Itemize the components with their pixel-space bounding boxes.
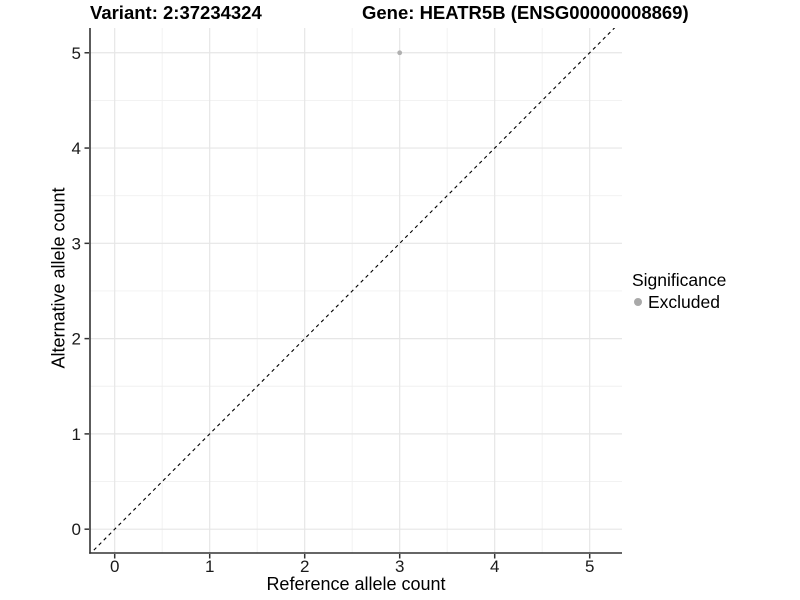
svg-text:5: 5 [585, 557, 594, 576]
legend-title: Significance [632, 270, 727, 290]
y-axis-title: Alternative allele count [48, 187, 69, 369]
x-axis-title: Reference allele count [266, 574, 446, 594]
legend-key-dot-icon [634, 298, 642, 306]
identity-line [90, 28, 616, 553]
gridlines-minor [90, 28, 622, 553]
gridlines-major [90, 28, 622, 553]
plot-title-gene: Gene: HEATR5B (ENSG00000008869) [362, 2, 689, 23]
legend-item-label: Excluded [648, 292, 720, 312]
svg-text:4: 4 [490, 557, 499, 576]
svg-text:5: 5 [72, 44, 81, 63]
legend: Significance Excluded [632, 270, 726, 312]
svg-text:0: 0 [110, 557, 119, 576]
axis-tick-marks [84, 52, 591, 559]
svg-text:3: 3 [72, 234, 81, 253]
axis-tick-labels: 0 1 2 3 4 5 0 1 2 3 4 5 [72, 44, 595, 576]
data-points [397, 50, 403, 56]
svg-text:2: 2 [300, 557, 309, 576]
svg-text:1: 1 [205, 557, 214, 576]
svg-text:1: 1 [72, 425, 81, 444]
svg-text:2: 2 [72, 330, 81, 349]
svg-text:4: 4 [72, 139, 81, 158]
svg-text:0: 0 [72, 520, 81, 539]
axis-lines [89, 28, 622, 554]
svg-text:3: 3 [395, 557, 404, 576]
legend-item-excluded: Excluded [632, 292, 726, 312]
plot-title-variant: Variant: 2:37234324 [90, 2, 262, 23]
